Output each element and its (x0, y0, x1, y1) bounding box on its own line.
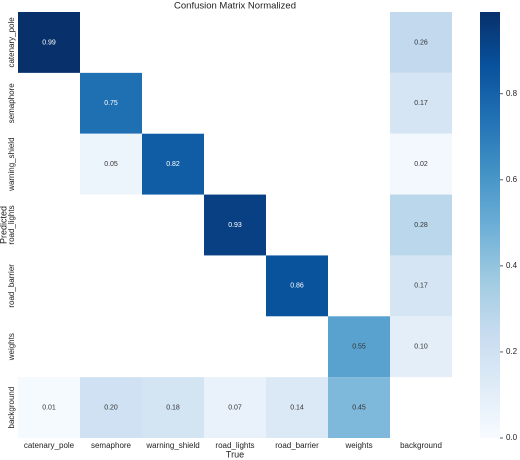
x-tick-label: warning_shield (145, 441, 199, 450)
cell-label: 0.26 (414, 39, 428, 46)
cell-label: 0.28 (414, 222, 428, 229)
cell-label: 0.93 (228, 222, 242, 229)
cell-label: 0.07 (228, 404, 242, 411)
heatmap-cell (204, 194, 266, 256)
x-tick-label: background (400, 441, 442, 450)
cell-label: 0.14 (290, 404, 304, 411)
cell-label: 0.86 (290, 283, 304, 290)
y-tick-label: semaphore (7, 83, 16, 124)
heatmap-cell (390, 316, 452, 378)
colorbar-tick-label: 0.2 (506, 347, 518, 356)
y-tick-label: weights (7, 333, 16, 361)
cell-label: 0.18 (166, 404, 180, 411)
heatmap-cell (18, 377, 80, 438)
x-axis-label: True (226, 449, 244, 459)
heatmap-cell (80, 377, 142, 438)
cell-label: 0.82 (166, 161, 180, 168)
cell-label: 0.75 (104, 100, 118, 107)
cell-label: 0.10 (414, 344, 428, 351)
cell-label: 0.17 (414, 283, 428, 290)
y-tick-label: warning_shield (7, 137, 16, 191)
colorbar-tick-label: 0.0 (506, 433, 518, 442)
cell-label: 0.01 (42, 404, 56, 411)
y-tick-label: catenary_pole (7, 17, 16, 68)
heatmap-cell (390, 12, 452, 73)
x-tick-label: road_barrier (275, 441, 319, 450)
heatmap-cell (18, 12, 80, 73)
chart-title: Confusion Matrix Normalized (174, 1, 296, 12)
colorbar (480, 12, 500, 438)
cell-label: 0.05 (104, 161, 118, 168)
colorbar-tick-label: 0.6 (506, 175, 518, 184)
heatmap-cell (266, 377, 328, 438)
heatmap-cell (390, 255, 452, 317)
cell-label: 0.45 (352, 404, 366, 411)
heatmap-cell (142, 133, 204, 195)
heatmap-cell (390, 133, 452, 195)
heatmap-cell (266, 255, 328, 317)
x-tick-label: weights (344, 441, 372, 450)
heatmap-cell (328, 377, 390, 438)
heatmap-cell (390, 194, 452, 256)
heatmap-cell (142, 377, 204, 438)
heatmap-cell (204, 377, 266, 438)
heatmap-cell (80, 133, 142, 195)
cell-label: 0.99 (42, 39, 56, 46)
heatmap-cell (390, 72, 452, 134)
heatmap-cell (328, 316, 390, 378)
cell-label: 0.02 (414, 161, 428, 168)
y-tick-label: road_barrier (7, 264, 16, 308)
cell-label: 0.20 (104, 404, 118, 411)
heatmap-cell (80, 72, 142, 134)
cell-label: 0.55 (352, 344, 366, 351)
y-axis-label: Predicted (0, 206, 8, 244)
x-tick-label: semaphore (91, 441, 132, 450)
y-tick-label: background (7, 387, 16, 429)
colorbar-tick-label: 0.8 (506, 89, 518, 98)
colorbar-tick-label: 0.4 (506, 261, 518, 270)
cell-label: 0.17 (414, 100, 428, 107)
y-tick-label: road_lights (7, 205, 16, 244)
x-tick-label: road_lights (215, 441, 254, 450)
x-tick-label: catenary_pole (24, 441, 75, 450)
